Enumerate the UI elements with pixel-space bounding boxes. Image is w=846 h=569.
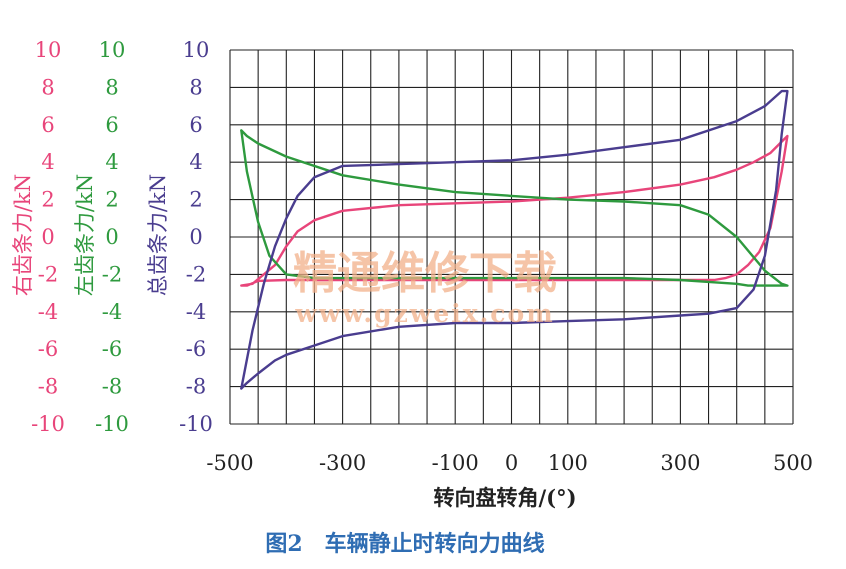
- y-tick-label: -10: [31, 412, 65, 436]
- x-tick-label: 300: [660, 451, 700, 475]
- y-tick-label: -2: [38, 262, 58, 286]
- y-tick-label: -2: [102, 262, 122, 286]
- y-tick-label: 4: [105, 150, 118, 174]
- y-axis-title-left-rack: 左齿条力/kN: [73, 174, 97, 296]
- y-tick-label: -8: [102, 375, 122, 399]
- y-tick-label: 6: [189, 113, 202, 137]
- y-tick-label: -6: [186, 337, 206, 361]
- y-tick-label: 4: [41, 150, 54, 174]
- data-series: [240, 89, 789, 390]
- y-tick-label: 0: [189, 225, 202, 249]
- x-tick-label: 100: [548, 451, 588, 475]
- y-tick-label: 6: [41, 113, 54, 137]
- y-axis-title-right-rack: 右齿条力/kN: [11, 174, 35, 296]
- y-tick-label: 8: [189, 75, 202, 99]
- y-tick-label: -2: [186, 262, 206, 286]
- y-tick-label: 10: [35, 38, 62, 62]
- x-axis-title: 转向盘转角/(°): [433, 485, 576, 510]
- x-tick-label: -100: [432, 451, 479, 475]
- x-tick-label: -500: [206, 451, 253, 475]
- x-tick-label: 0: [505, 451, 518, 475]
- y-tick-label: 8: [41, 75, 54, 99]
- watermark-url: www.gzweix.com: [294, 299, 554, 328]
- axis-ticks: 10 8 6 4 2 0 -2 -4 -6 -8 -10 10 8 6 4 2 0 -2 -4 -6 -8 -10 10 8 6…: [31, 38, 813, 475]
- y-tick-label: -8: [186, 375, 206, 399]
- y-tick-label: -10: [95, 412, 129, 436]
- y-tick-label: 10: [99, 38, 126, 62]
- y-tick-label: -4: [102, 300, 122, 324]
- y-tick-label: 2: [105, 188, 118, 212]
- plot-grid: [229, 49, 794, 425]
- y-tick-label: 2: [189, 188, 202, 212]
- y-tick-label: 8: [105, 75, 118, 99]
- y-tick-label: 2: [41, 188, 54, 212]
- y-axis-title-total-rack: 总齿条力/kN: [146, 174, 170, 296]
- y-tick-label: 10: [183, 38, 210, 62]
- y-tick-label: 4: [189, 150, 202, 174]
- y-tick-label: -10: [179, 412, 213, 436]
- figure-caption: 图2 车辆静止时转向力曲线: [265, 531, 544, 557]
- x-tick-label: -300: [319, 451, 366, 475]
- series-total-rack-force: [240, 89, 789, 390]
- y-tick-label: -4: [186, 300, 206, 324]
- y-tick-label: 6: [105, 113, 118, 137]
- y-tick-label: -6: [38, 337, 58, 361]
- y-tick-label: 0: [41, 225, 54, 249]
- y-tick-label: -8: [38, 375, 58, 399]
- series-right-rack-force: [240, 134, 789, 287]
- y-tick-label: -6: [102, 337, 122, 361]
- y-tick-label: 0: [105, 225, 118, 249]
- series-left-rack-force: [240, 129, 789, 287]
- y-tick-label: -4: [38, 300, 58, 324]
- x-tick-label: 500: [773, 451, 813, 475]
- watermark-title: 精通维修下载: [293, 248, 557, 299]
